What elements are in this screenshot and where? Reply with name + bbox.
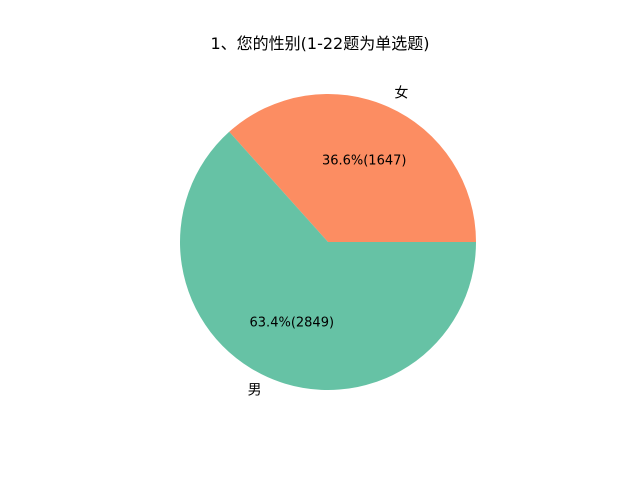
slice-label-0: 女 — [394, 84, 408, 101]
pie-slice-0 — [229, 93, 477, 242]
slice-label-1: 男 — [248, 383, 262, 399]
slice-percent-label-1: 63.4%(2849) — [250, 316, 335, 331]
pie-labels: 女 36.6%(1647) 男 63.4%(2849) — [248, 84, 409, 398]
chart-title: 1、您的性别(1-22题为单选题) — [211, 34, 430, 53]
slice-percent-label-0: 36.6%(1647) — [322, 153, 407, 168]
pie-slice-1 — [180, 131, 476, 390]
pie-slices — [180, 93, 477, 390]
